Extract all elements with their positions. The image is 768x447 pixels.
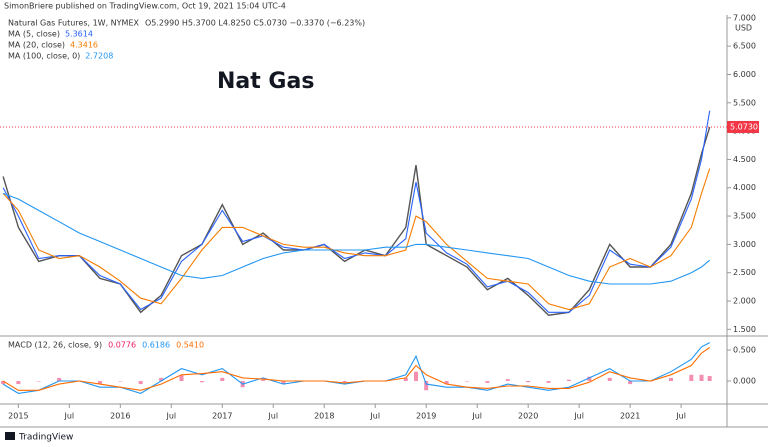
series-line xyxy=(2,110,711,313)
x-tick-label: 2017 xyxy=(212,412,232,421)
x-tick-label: 2020 xyxy=(518,412,538,421)
y-tick-label: 0.500 xyxy=(733,346,756,355)
histogram-bar xyxy=(505,379,510,381)
x-tick-label: 2016 xyxy=(110,412,130,421)
x-tick-label: Jul xyxy=(573,412,584,421)
histogram-bar xyxy=(628,381,633,385)
histogram-bar xyxy=(159,377,164,381)
legend-name: MA (100, close, 0) xyxy=(8,52,80,61)
histogram-bar xyxy=(587,376,592,381)
y-tick-label: 6.000 xyxy=(733,70,756,79)
annotation: Nat Gas xyxy=(217,69,314,94)
y-tick-label: 4.000 xyxy=(733,183,756,192)
x-tick-label: 2015 xyxy=(8,412,28,421)
x-tick-label: 2021 xyxy=(620,412,640,421)
legend-name: MA (20, close) xyxy=(8,41,65,50)
legend-value: 2.7208 xyxy=(85,52,113,61)
series-line xyxy=(2,347,711,391)
histogram-bar xyxy=(424,381,429,391)
histogram-bar xyxy=(444,381,449,385)
histogram-bar xyxy=(607,377,612,381)
histogram-bar xyxy=(414,371,419,381)
x-tick-label: Jul xyxy=(471,412,482,421)
x-tick-label: 2018 xyxy=(314,412,334,421)
histogram-bar xyxy=(546,381,551,383)
histogram-bar xyxy=(699,374,704,381)
histogram-bar xyxy=(566,379,571,381)
y-tick-label: 3.500 xyxy=(733,212,756,221)
histogram-bar xyxy=(485,381,490,383)
x-tick-label: Jul xyxy=(64,412,75,421)
x-tick-label: Jul xyxy=(165,412,176,421)
y-tick-label: 3.000 xyxy=(733,240,756,249)
histogram-bar xyxy=(403,377,408,381)
y-tick-label: 0.000 xyxy=(733,377,756,386)
histogram-bar xyxy=(281,381,286,385)
y-tick-label: 1.500 xyxy=(733,325,756,334)
legend-ohlc: O5.2990 H5.3700 L4.8250 C5.0730 −0.3370 … xyxy=(145,19,365,28)
histogram-bar xyxy=(179,374,184,381)
y-tick-label: 2.000 xyxy=(733,297,756,306)
currency: USD xyxy=(735,24,752,33)
footer-logo: TradingView xyxy=(5,432,73,443)
x-tick-label: 2019 xyxy=(416,412,436,421)
histogram-bar xyxy=(526,381,531,383)
x-tick-label: Jul xyxy=(369,412,380,421)
legend-value: 5.3614 xyxy=(65,30,93,39)
histogram-bar xyxy=(36,381,41,382)
series-line xyxy=(2,168,711,311)
legend-name: MA (5, close) xyxy=(8,30,60,39)
x-tick-label: Jul xyxy=(675,412,686,421)
histogram-bar xyxy=(342,381,347,383)
footer: TradingView xyxy=(18,433,73,443)
legend-value: 0.0776 xyxy=(108,341,136,350)
histogram-bar xyxy=(138,381,143,385)
histogram-bar xyxy=(689,374,694,381)
histogram-bar xyxy=(261,379,266,381)
y-tick-label: 4.500 xyxy=(733,155,756,164)
y-tick-label: 2.500 xyxy=(733,268,756,277)
header: SimonBriere published on TradingView.com… xyxy=(4,2,286,11)
histogram-bar xyxy=(57,377,62,381)
series-line xyxy=(2,192,711,285)
histogram-bar xyxy=(118,381,123,382)
y-tick-label: 5.500 xyxy=(733,98,756,107)
last-price-label: 5.0730 xyxy=(730,122,758,131)
legend-title: MACD (12, 26, close, 9) xyxy=(8,341,102,350)
histogram-bar xyxy=(220,377,225,381)
legend-title: Natural Gas Futures, 1W, NYMEX xyxy=(8,19,140,28)
x-tick-label: Jul xyxy=(267,412,278,421)
histogram-bar xyxy=(97,381,102,385)
legend-value: 0.5410 xyxy=(176,341,204,350)
legend-value: 4.3416 xyxy=(70,41,98,50)
histogram-bar xyxy=(1,381,6,385)
histogram-bar xyxy=(707,376,712,381)
histogram-bar xyxy=(199,381,204,383)
histogram-bar xyxy=(464,381,469,382)
y-tick-label: 7.000 xyxy=(733,13,756,22)
y-tick-label: 6.500 xyxy=(733,42,756,51)
legend-value: 0.6186 xyxy=(142,341,170,350)
histogram-bar xyxy=(16,381,21,385)
histogram-bar xyxy=(668,377,673,381)
last-price-tag xyxy=(727,120,759,133)
